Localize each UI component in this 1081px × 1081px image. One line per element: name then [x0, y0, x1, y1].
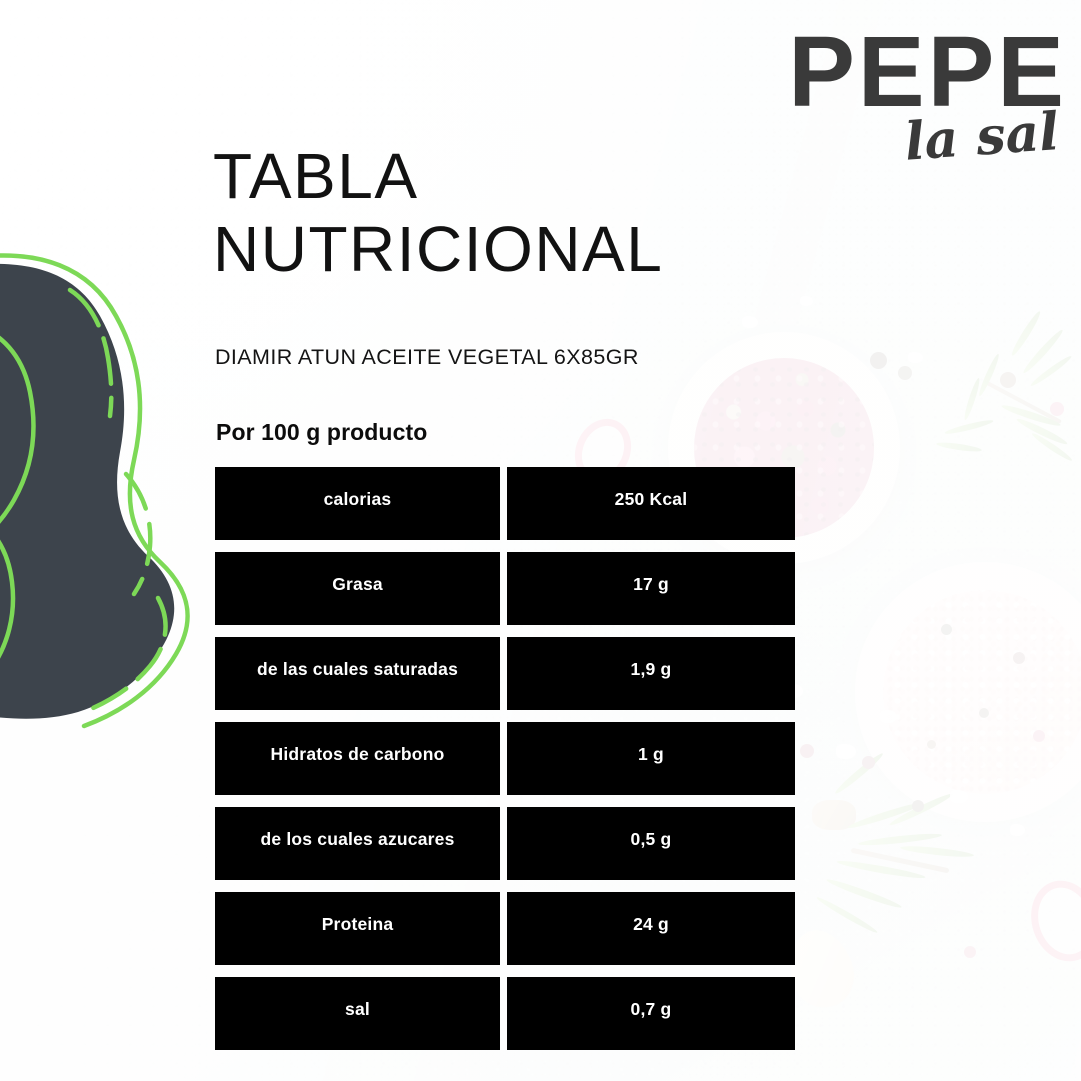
table-row: Grasa 17 g — [215, 552, 795, 625]
nutrient-label-cell: Hidratos de carbono — [215, 722, 500, 795]
nutrient-value-cell: 24 g — [507, 892, 795, 965]
green-line-inner-a — [0, 335, 36, 524]
decorative-blob-group — [0, 253, 190, 729]
green-line-dash-upper — [67, 287, 114, 419]
himalayan-salt-bowl-contents — [883, 590, 1081, 794]
nutrient-label-cell: calorias — [215, 467, 500, 540]
product-name: DIAMIR ATUN ACEITE VEGETAL 6X85GR — [215, 345, 639, 369]
table-row: de las cuales saturadas 1,9 g — [215, 637, 795, 710]
himalayan-salt-bowl — [855, 562, 1081, 822]
nutrient-value-cell: 250 Kcal — [507, 467, 795, 540]
green-line-dash-mid — [123, 471, 153, 597]
nutrient-value-cell: 0,5 g — [507, 807, 795, 880]
table-row: Hidratos de carbono 1 g — [215, 722, 795, 795]
charcoal-blob — [0, 264, 175, 719]
nutrient-label-cell: Proteina — [215, 892, 500, 965]
nutrient-value-cell: 0,7 g — [507, 977, 795, 1050]
brand-name: PEPE — [788, 16, 1067, 128]
table-row: sal 0,7 g — [215, 977, 795, 1050]
green-line-inner-b — [0, 539, 16, 659]
table-row: de los cuales azucares 0,5 g — [215, 807, 795, 880]
table-row: Proteina 24 g — [215, 892, 795, 965]
nutrient-label-cell: sal — [215, 977, 500, 1050]
nutrient-label-cell: de los cuales azucares — [215, 807, 500, 880]
page-title: TABLA NUTRICIONAL — [213, 140, 664, 285]
nutrient-value-cell: 17 g — [507, 552, 795, 625]
nutrition-table: calorias 250 Kcal Grasa 17 g de las cuales s… — [215, 467, 795, 1062]
serving-size-label: Por 100 g producto — [216, 419, 428, 445]
table-row: calorias 250 Kcal — [215, 467, 795, 540]
nutrient-label-cell: Grasa — [215, 552, 500, 625]
nutrient-value-cell: 1 g — [507, 722, 795, 795]
green-line-dash-lower — [81, 595, 168, 715]
green-line-outer — [0, 253, 190, 729]
brand-logo: PEPE la sal — [788, 16, 1067, 173]
nutrient-label-cell: de las cuales saturadas — [215, 637, 500, 710]
nutrient-value-cell: 1,9 g — [507, 637, 795, 710]
